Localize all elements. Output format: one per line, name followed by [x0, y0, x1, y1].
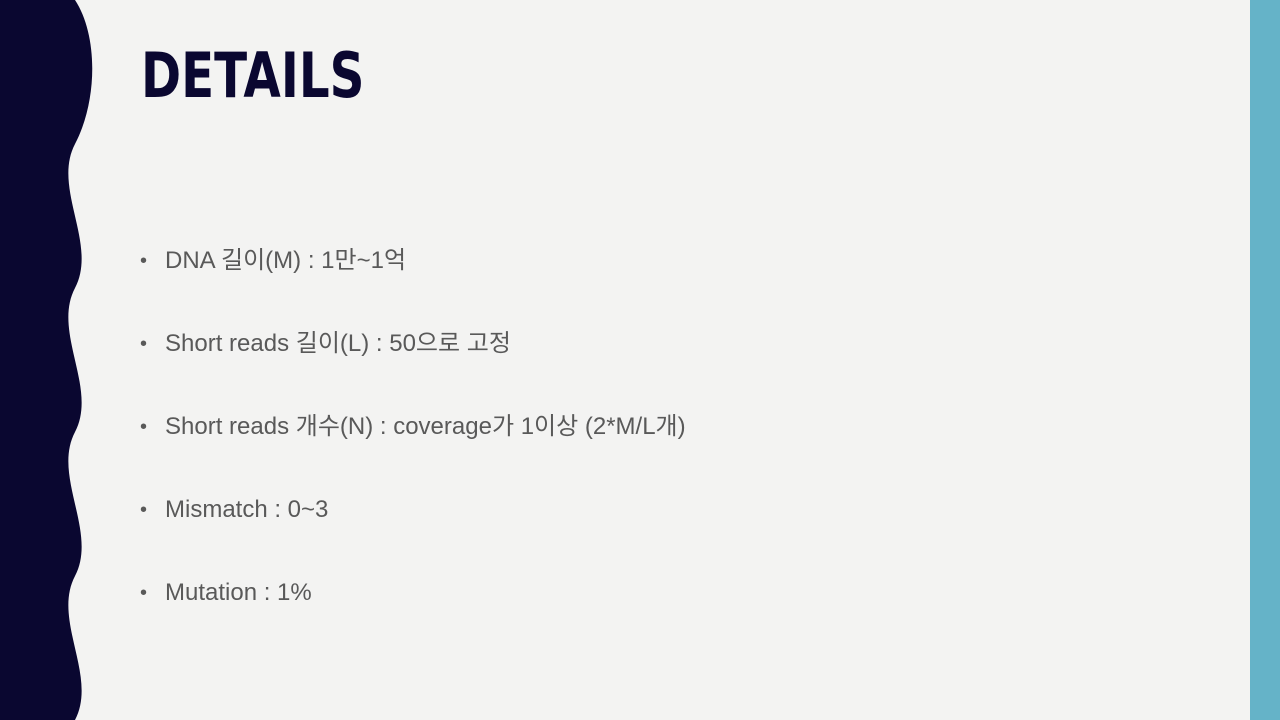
bullet-item: • DNA 길이(M) : 1만~1억 — [138, 238, 686, 321]
wave-decoration — [0, 0, 93, 720]
accent-bar — [1250, 0, 1280, 720]
bullet-dot-icon: • — [140, 333, 148, 355]
bullet-item: • Short reads 길이(L) : 50으로 고정 — [138, 321, 686, 404]
wave-shape — [0, 0, 93, 720]
bullet-item: • Mutation : 1% — [138, 570, 686, 653]
bullet-text: Mutation : 1% — [165, 579, 312, 606]
bullet-list: • DNA 길이(M) : 1만~1억 • Short reads 길이(L) … — [138, 238, 686, 653]
bullet-text: Short reads 길이(L) : 50으로 고정 — [165, 330, 511, 357]
bullet-text: Short reads 개수(N) : coverage가 1이상 (2*M/L… — [165, 413, 686, 440]
bullet-dot-icon: • — [140, 416, 148, 438]
bullet-item: • Short reads 개수(N) : coverage가 1이상 (2*M… — [138, 404, 686, 487]
bullet-dot-icon: • — [140, 250, 148, 272]
slide-title: DETAILS — [141, 39, 365, 112]
bullet-text: DNA 길이(M) : 1만~1억 — [165, 247, 407, 274]
bullet-text: Mismatch : 0~3 — [165, 496, 329, 523]
bullet-dot-icon: • — [140, 582, 148, 604]
bullet-dot-icon: • — [140, 499, 148, 521]
bullet-item: • Mismatch : 0~3 — [138, 487, 686, 570]
